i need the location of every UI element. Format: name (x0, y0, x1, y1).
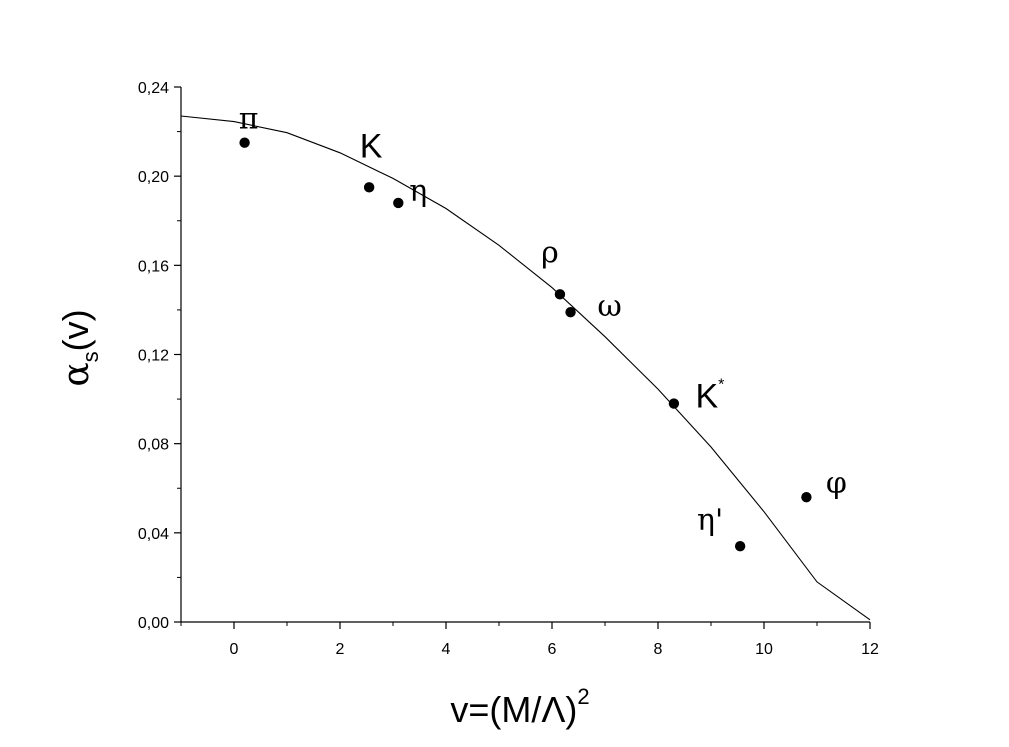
x-tick-label: 0 (230, 641, 239, 658)
y-tick-label: 0,08 (138, 437, 169, 454)
ticks: 0,00 0,04 0,08 0,12 0,16 0,20 0,24 0 2 4 6 8 10 12 (138, 80, 879, 658)
data-point (239, 137, 250, 148)
point-label: φ (826, 466, 847, 501)
x-tick-label: 6 (548, 641, 557, 658)
data-point (565, 306, 576, 318)
y-tick-label: 0,12 (138, 348, 169, 365)
data-point (734, 541, 746, 552)
y-tick-label: 0,20 (138, 169, 169, 186)
y-tick-label: 0,00 (138, 615, 169, 632)
point-label: K (360, 127, 383, 165)
y-tick-label: 0,24 (138, 80, 169, 97)
x-axis-title: v=(M/Λ)2 (450, 684, 589, 730)
y-tick-label: 0,16 (138, 258, 169, 275)
x-tick-label: 2 (336, 641, 345, 658)
point-label: ρ (541, 235, 559, 270)
x-tick-label: 10 (755, 641, 773, 658)
point-label: η (409, 174, 427, 209)
axes (180, 87, 870, 623)
x-tick-label: 12 (861, 641, 879, 658)
data-points: π Kη ρ ω K* η' φ (239, 102, 847, 552)
point-label: ω (597, 289, 621, 324)
axis-titles: v=(M/Λ)2 αs(v) (55, 309, 590, 730)
data-point (363, 182, 375, 193)
y-axis-title: αs(v) (55, 309, 103, 386)
data-point (801, 491, 812, 503)
data-point (668, 398, 680, 409)
fit-curve (180, 115, 871, 621)
point-label: π (239, 102, 259, 137)
data-point (554, 289, 566, 300)
y-tick-label: 0,04 (138, 526, 169, 543)
point-label: K* (695, 377, 724, 416)
data-point (393, 197, 404, 209)
fit-curve-line (180, 115, 871, 621)
x-tick-label: 4 (442, 641, 451, 658)
point-label: η' (697, 503, 723, 538)
x-tick-label: 8 (654, 641, 663, 658)
